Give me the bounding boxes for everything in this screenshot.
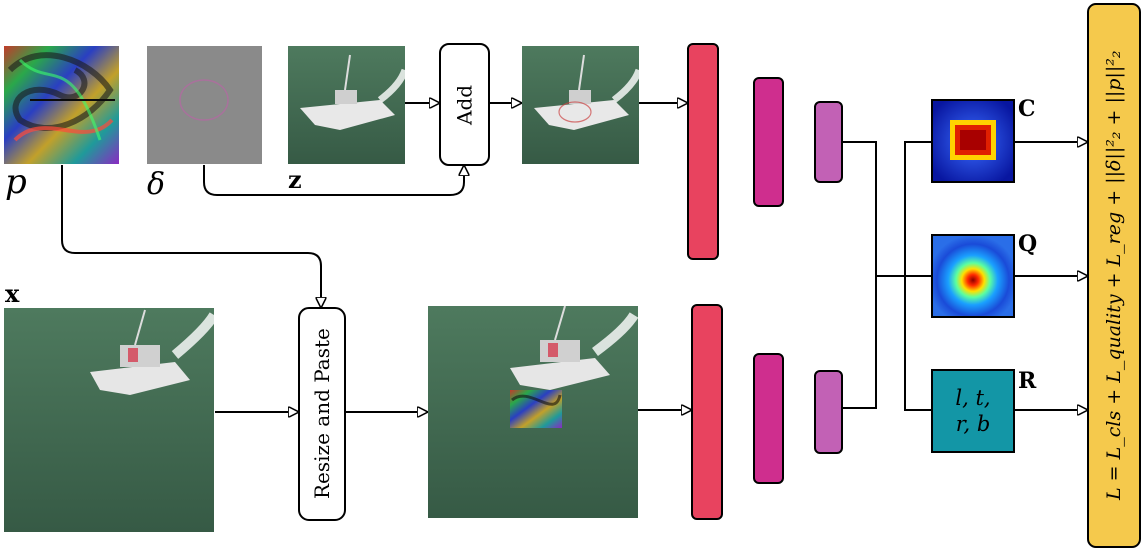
conv-block-3-bottom [814,370,843,454]
merge-top [842,141,877,276]
conv-block-1-bottom [691,304,723,520]
branch-to-r [904,276,931,411]
label-q: Q [1018,231,1038,257]
regression-label: l, t, r, b [955,385,991,436]
branch-to-c [876,141,931,277]
label-p: p [5,162,27,202]
label-c: C [1018,96,1036,122]
resize-paste-label: Resize and Paste [310,328,334,500]
patch-image [4,46,119,164]
add-label: Add [452,84,477,125]
label-r: R [1018,368,1037,394]
arrow-p-to-paste [61,165,321,307]
boat-image-x [4,308,219,532]
loss-formula: L = L_cls + L_quality + L_reg + ||δ||²₂ … [1103,50,1125,501]
boat-image-with-patch [428,305,639,518]
conv-block-3-top [814,101,843,183]
quality-heatmap [931,234,1015,318]
merge-bottom [842,276,877,409]
conv-block-2-bottom [753,353,784,484]
perturbation-image [147,46,262,164]
connectors [61,103,1087,412]
regression-box [931,369,1015,453]
label-z: z [288,165,302,194]
boat-image-z [288,46,409,164]
conv-block-1-top [687,43,719,260]
conv-block-2-top [753,77,784,207]
label-delta: δ [147,167,166,202]
arrow-delta-to-add [203,165,464,196]
label-x: x [5,279,20,308]
boat-image-z-plus-delta [522,46,643,164]
classification-heatmap [931,99,1015,183]
